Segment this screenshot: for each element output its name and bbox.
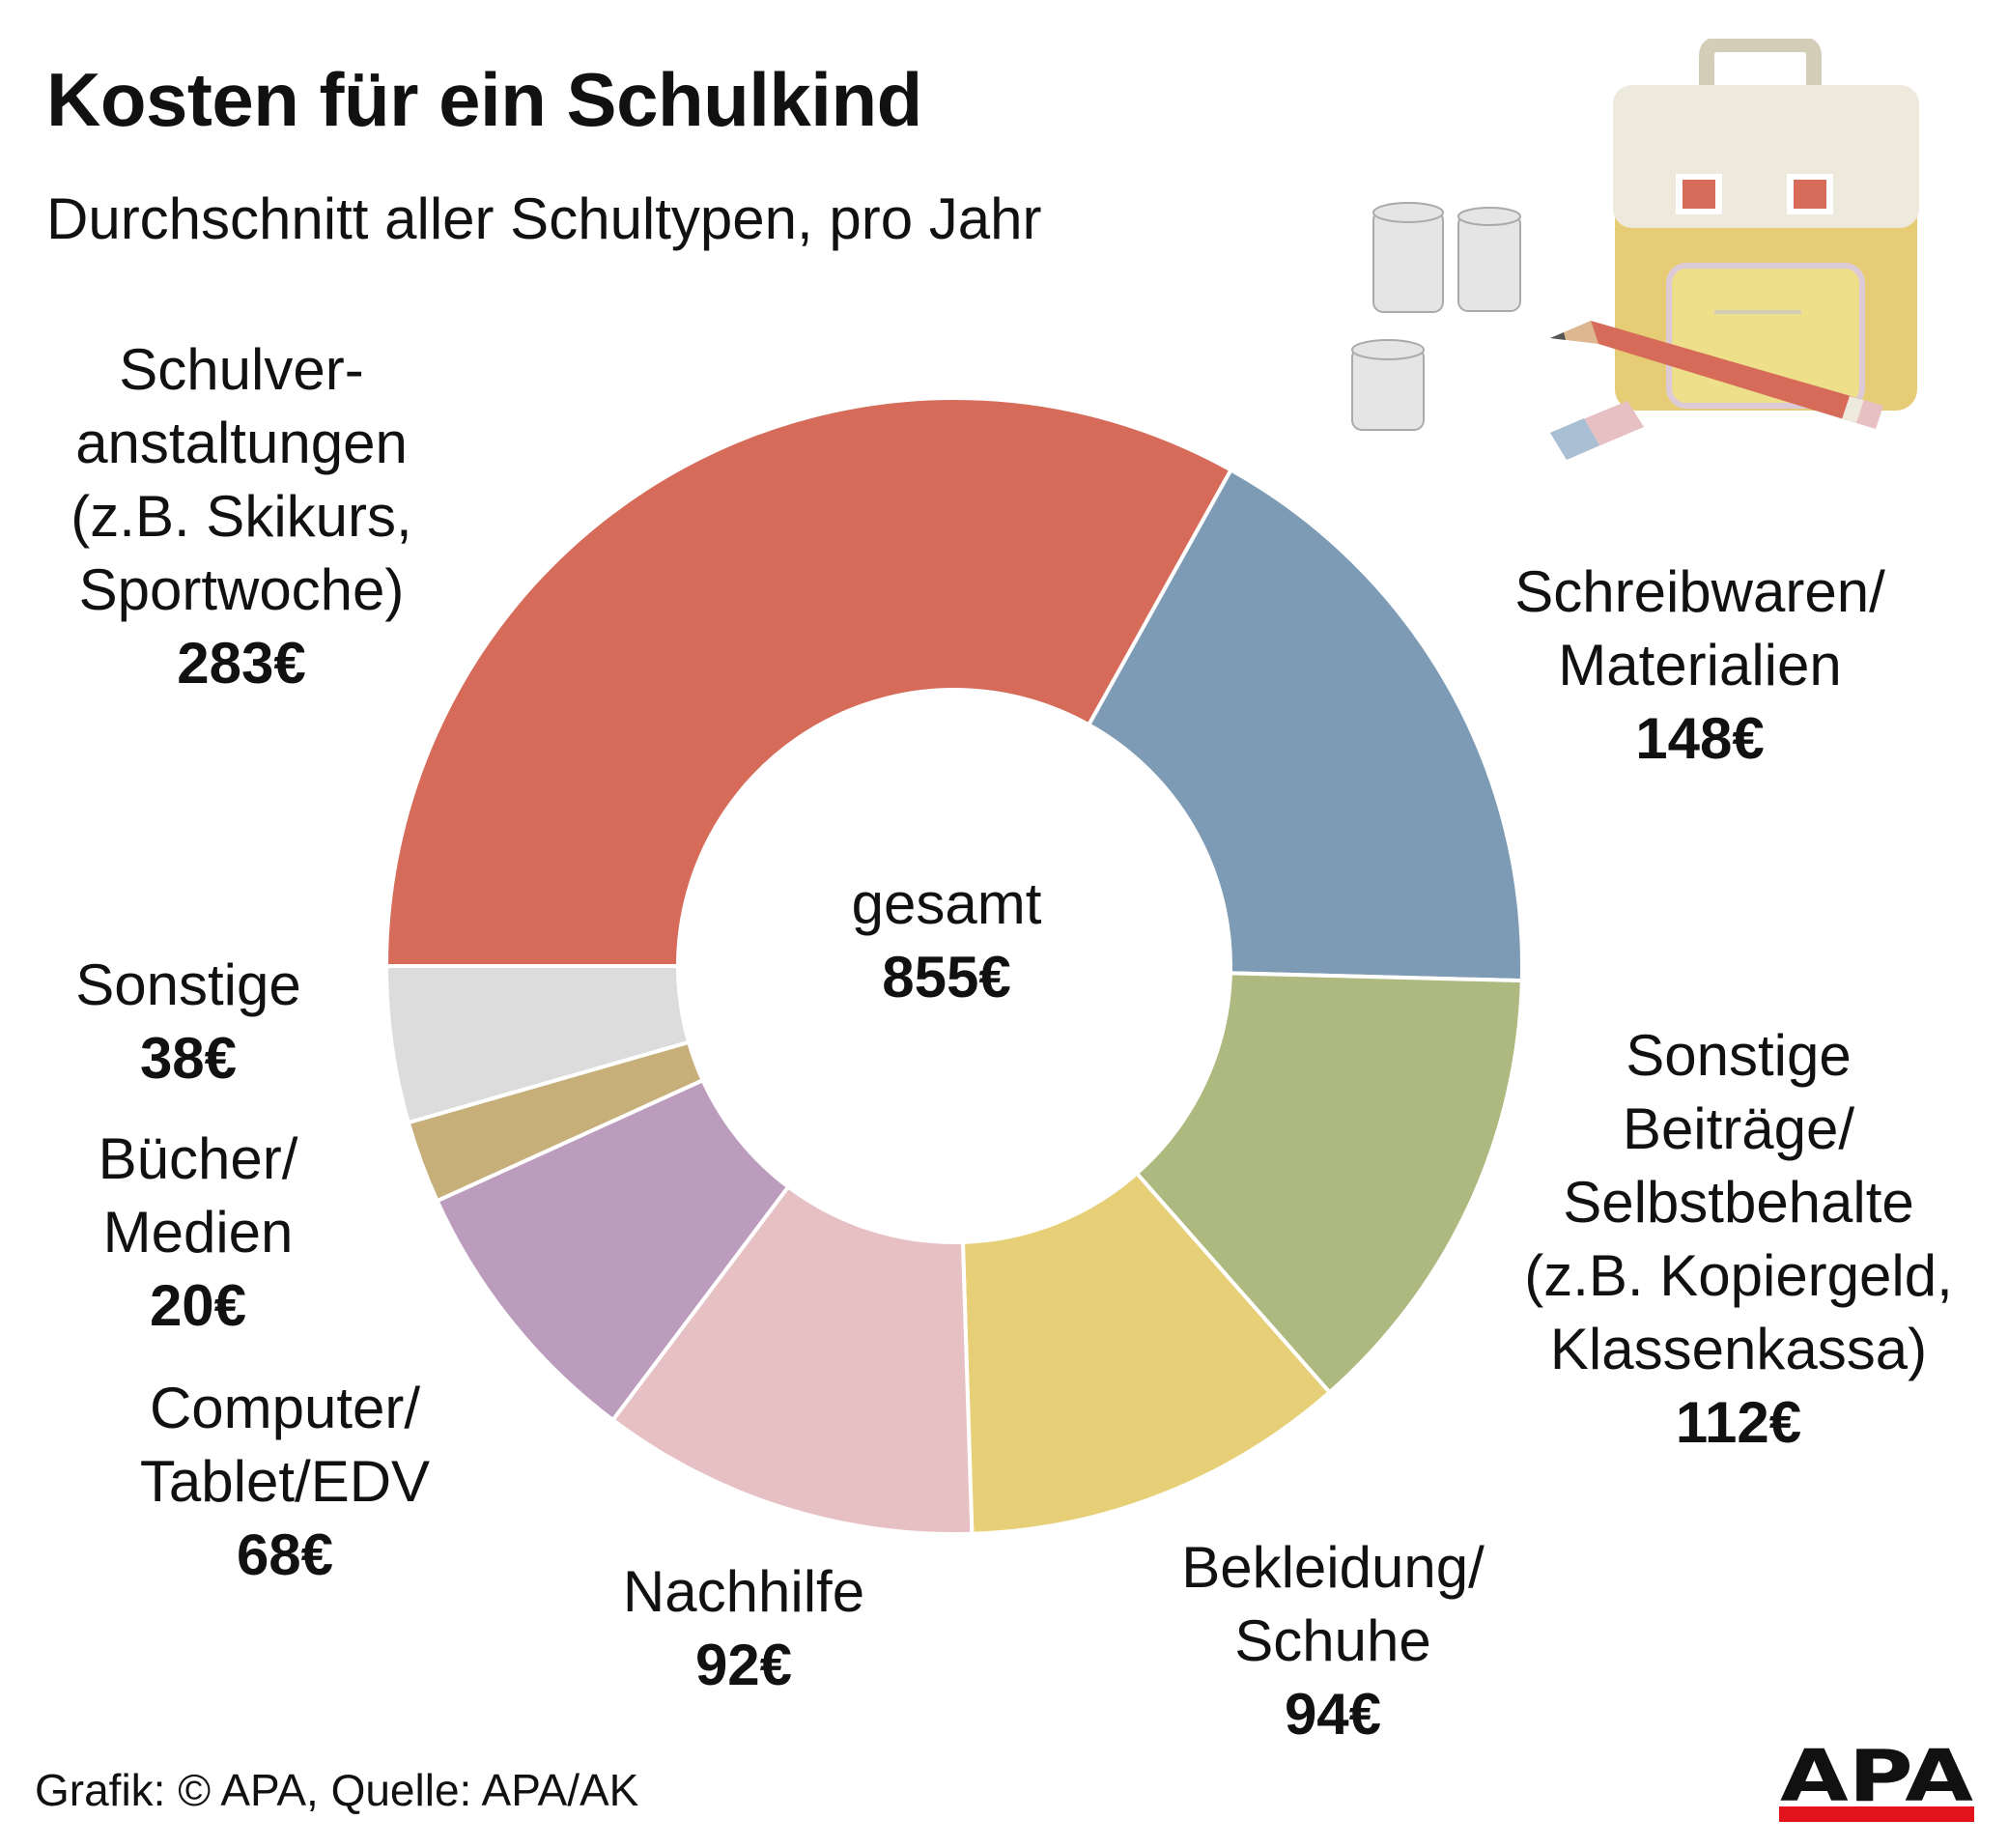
- slice-value: 112€: [1675, 1390, 1802, 1455]
- apa-logo-text: APA: [1780, 1739, 1973, 1818]
- apa-logo: APA: [1779, 1739, 1974, 1822]
- slice-name: Bekleidung/ Schuhe: [1181, 1535, 1485, 1673]
- slice-value: 94€: [1284, 1682, 1382, 1747]
- slice-value: 283€: [177, 631, 306, 696]
- eraser-icon: [1550, 401, 1644, 460]
- slice-label-nachhilfe: Nachhilfe 92€: [560, 1555, 927, 1702]
- slice-name: Sonstige: [75, 952, 301, 1017]
- apa-logo-bar: [1779, 1806, 1974, 1822]
- chart-subtitle: Durchschnitt aller Schultypen, pro Jahr: [46, 186, 1042, 251]
- donut-slice-7: [383, 964, 692, 1125]
- slice-name: Computer/ Tablet/EDV: [139, 1376, 431, 1514]
- school-bag-icon: [1613, 39, 1919, 411]
- slice-label-schulveranstaltungen: Schulver- anstaltungen (z.B. Skikurs, Sp…: [19, 333, 464, 700]
- slice-name: Sonstige Beiträge/ Selbstbehalte (z.B. K…: [1524, 1023, 1953, 1381]
- source-credit: Grafik: © APA, Quelle: APA/AK: [35, 1765, 639, 1815]
- slice-label-sonstige-beitraege: Sonstige Beiträge/ Selbstbehalte (z.B. K…: [1478, 1019, 1999, 1460]
- center-total-label: gesamt 855€: [753, 867, 1140, 1014]
- slice-label-bekleidung: Bekleidung/ Schuhe 94€: [1082, 1531, 1584, 1751]
- donut-slice-2: [1134, 971, 1524, 1396]
- slice-name: Schulver- anstaltungen (z.B. Skikurs, Sp…: [71, 337, 412, 622]
- slice-label-computer: Computer/ Tablet/EDV 68€: [92, 1372, 478, 1592]
- coin-stack-icon: [1351, 202, 1521, 431]
- donut-slice-1: [1086, 467, 1524, 983]
- slice-value: 148€: [1635, 706, 1765, 771]
- center-total-name: gesamt: [851, 871, 1042, 936]
- slice-value: 38€: [139, 1026, 238, 1091]
- slice-name: Bücher/ Medien: [98, 1126, 298, 1265]
- slice-value: 20€: [149, 1273, 247, 1338]
- school-illustration: [1351, 39, 1919, 460]
- slice-value: 68€: [236, 1522, 334, 1587]
- slice-label-schreibwaren: Schreibwaren/ Materialien 148€: [1439, 555, 1961, 776]
- donut-slice-4: [609, 1183, 975, 1536]
- chart-title: Kosten für ein Schulkind: [46, 57, 922, 142]
- donut-slice-3: [960, 1170, 1333, 1536]
- slice-label-sonstige: Sonstige 38€: [19, 949, 357, 1095]
- donut-slice-0: [383, 396, 1234, 968]
- pencil-icon: [1550, 321, 1883, 429]
- slice-name: Schreibwaren/ Materialien: [1514, 559, 1885, 697]
- donut-slices: [383, 396, 1524, 1536]
- slice-name: Nachhilfe: [622, 1559, 865, 1624]
- slice-value: 92€: [694, 1633, 793, 1697]
- slice-label-buecher: Bücher/ Medien 20€: [39, 1123, 357, 1343]
- center-total-value: 855€: [882, 945, 1011, 1009]
